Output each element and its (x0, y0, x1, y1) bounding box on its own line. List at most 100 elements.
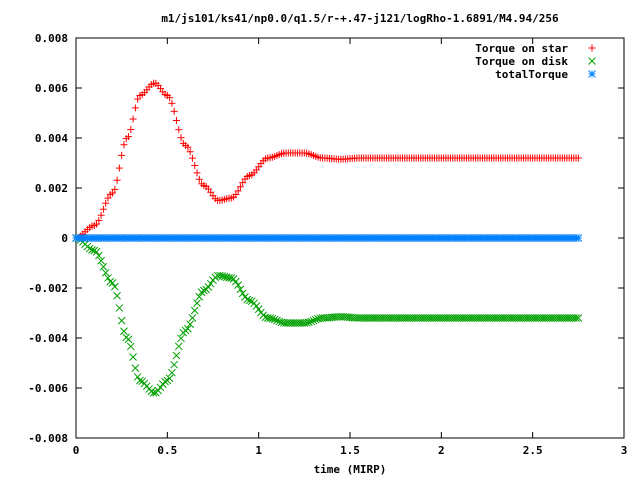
marker-stroke (104, 274, 112, 282)
data-point (110, 282, 119, 291)
y-tick-label: 0 (61, 232, 68, 245)
data-point (234, 187, 242, 195)
marker-stroke (188, 313, 197, 322)
marker-stroke (307, 317, 316, 326)
series-plus (72, 79, 582, 242)
data-point (136, 376, 144, 385)
data-point (168, 368, 176, 377)
marker-stroke (170, 360, 179, 369)
marker-stroke (572, 314, 580, 322)
data-point (204, 283, 213, 291)
data-point (172, 351, 181, 360)
y-tick-label: 0.004 (35, 132, 68, 145)
legend-marker (588, 44, 596, 52)
marker-stroke (136, 376, 144, 385)
data-point (239, 179, 247, 187)
marker-stroke (90, 246, 99, 255)
marker-stroke (186, 320, 195, 329)
data-point (186, 320, 195, 329)
data-point (177, 334, 185, 343)
data-point (131, 104, 139, 112)
y-tick-label: 0.008 (35, 32, 68, 45)
data-point (268, 314, 277, 323)
data-point (99, 205, 107, 213)
marker-stroke (204, 283, 213, 291)
data-point (120, 141, 128, 149)
data-point (236, 285, 245, 294)
marker-stroke (147, 387, 156, 396)
data-point (115, 164, 123, 172)
legend-marker (588, 70, 596, 78)
data-point (166, 94, 174, 102)
data-point (172, 117, 180, 124)
data-point (275, 317, 284, 326)
marker-stroke (113, 291, 121, 300)
marker-stroke (120, 327, 128, 336)
data-point (302, 318, 311, 327)
data-point (95, 216, 103, 224)
data-point (168, 99, 176, 107)
data-point (126, 342, 135, 351)
data-point (238, 289, 247, 298)
legend-label: Torque on disk (475, 55, 568, 68)
marker-stroke (184, 324, 192, 333)
data-point (177, 134, 185, 142)
marker-stroke (574, 314, 583, 322)
data-point (154, 386, 163, 395)
marker-stroke (133, 373, 142, 381)
marker-stroke (588, 57, 596, 65)
data-point (111, 185, 119, 193)
marker-stroke (174, 342, 183, 351)
marker-stroke (168, 368, 176, 377)
data-point (193, 299, 201, 308)
marker-stroke (177, 334, 185, 343)
data-point (186, 148, 194, 156)
data-point (124, 335, 133, 344)
marker-stroke (252, 302, 261, 310)
data-point (93, 220, 101, 228)
data-point (92, 248, 101, 256)
data-point (305, 318, 313, 327)
marker-stroke (106, 277, 115, 286)
data-point (206, 279, 215, 288)
marker-stroke (266, 314, 274, 323)
data-point (227, 274, 236, 282)
series-star (72, 234, 583, 242)
data-point (161, 377, 169, 386)
x-tick-label: 3 (621, 444, 628, 457)
data-point (115, 304, 124, 312)
data-point (165, 374, 174, 383)
data-point (129, 353, 137, 361)
data-point (225, 273, 233, 282)
legend-label: totalTorque (495, 68, 568, 81)
marker-stroke (97, 256, 105, 265)
data-point (254, 305, 263, 314)
x-tick-label: 0 (73, 444, 80, 457)
data-point (156, 383, 165, 392)
y-tick-label: 0.006 (35, 82, 68, 95)
y-tick-label: 0.002 (35, 182, 68, 195)
marker-stroke (154, 386, 163, 395)
data-point (129, 115, 137, 123)
data-point (104, 194, 112, 202)
data-point (311, 315, 320, 324)
x-axis-ticks: 0 0.5 1 1.5 2 2.5 3 (73, 38, 628, 457)
marker-stroke (305, 318, 313, 327)
marker-stroke (88, 246, 96, 254)
data-point (231, 277, 240, 286)
data-point (574, 154, 582, 162)
y-tick-label: -0.004 (28, 332, 68, 345)
marker-stroke (85, 244, 94, 253)
data-point (108, 279, 117, 287)
marker-stroke (115, 304, 124, 312)
chart-title: m1/js101/ks41/np0.0/q1.5/r-+.47-j121/log… (161, 12, 559, 25)
marker-stroke (200, 286, 208, 295)
data-point (120, 327, 128, 336)
data-point (307, 317, 316, 326)
marker-stroke (195, 292, 204, 301)
data-point (97, 211, 105, 219)
data-point (220, 272, 229, 281)
data-point (215, 271, 224, 280)
